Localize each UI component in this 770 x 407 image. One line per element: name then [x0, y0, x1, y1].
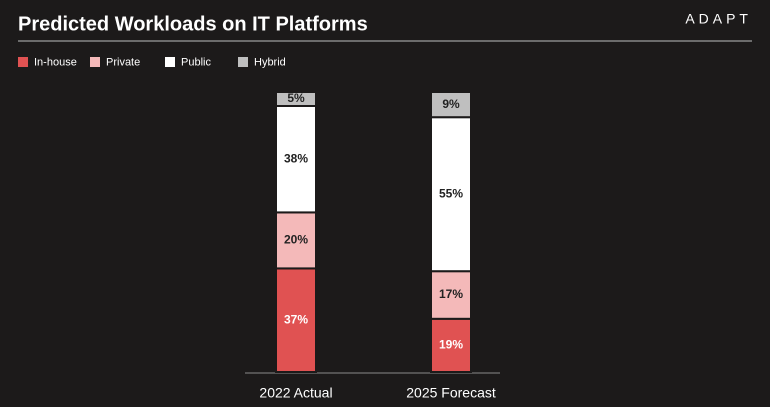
x-tick-label: 2025 Forecast — [406, 385, 496, 401]
value-label: 5% — [287, 91, 305, 105]
logo: ADAPT — [685, 11, 752, 27]
value-label: 37% — [284, 312, 308, 326]
value-label: 55% — [439, 186, 463, 200]
bar-segment — [275, 105, 317, 214]
legend-label: Private — [106, 56, 140, 68]
value-label: 9% — [442, 97, 460, 111]
value-label: 17% — [439, 287, 463, 301]
legend-label: In-house — [34, 56, 77, 68]
legend-swatch — [238, 57, 248, 67]
legend-label: Hybrid — [254, 56, 286, 68]
legend-swatch — [18, 57, 28, 67]
value-label: 38% — [284, 151, 308, 165]
bar-segment — [275, 91, 317, 107]
value-label: 19% — [439, 338, 463, 352]
x-tick-label: 2022 Actual — [259, 385, 332, 401]
legend-label: Public — [181, 56, 211, 68]
chart-title: Predicted Workloads on IT Platforms — [18, 13, 368, 35]
value-label: 20% — [284, 233, 308, 247]
bar-segment — [275, 267, 317, 373]
bar-segment — [430, 91, 472, 119]
legend-swatch — [90, 57, 100, 67]
legend-swatch — [165, 57, 175, 67]
